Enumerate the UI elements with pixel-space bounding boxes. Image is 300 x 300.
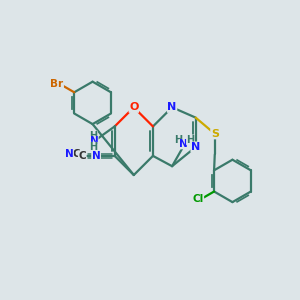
Text: H: H xyxy=(89,142,98,152)
Text: N: N xyxy=(65,148,74,158)
Text: H: H xyxy=(89,131,98,141)
Text: S: S xyxy=(211,129,219,139)
Text: H: H xyxy=(174,135,182,145)
Text: H: H xyxy=(186,135,194,145)
Text: O: O xyxy=(129,102,139,112)
Text: N: N xyxy=(92,151,100,161)
Text: N: N xyxy=(90,136,98,146)
Text: N: N xyxy=(191,142,200,152)
Text: N: N xyxy=(179,139,188,149)
Text: N: N xyxy=(167,102,177,112)
Text: C: C xyxy=(73,148,80,158)
Text: C: C xyxy=(79,151,86,161)
Text: Br: Br xyxy=(50,79,63,89)
Text: Cl: Cl xyxy=(192,194,204,204)
